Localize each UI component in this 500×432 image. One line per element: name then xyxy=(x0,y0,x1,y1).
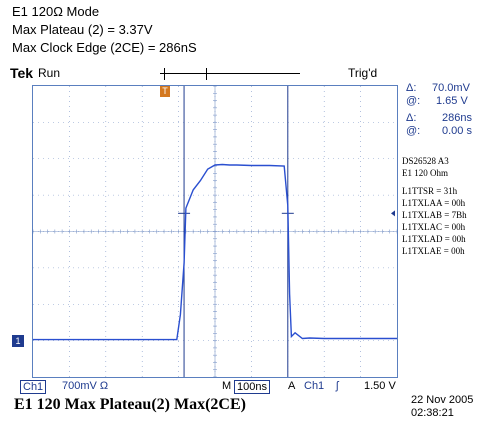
trigger-channel: Ch1 xyxy=(304,380,325,392)
capture-time: 02:38:21 xyxy=(411,407,454,419)
delta-t-label: Δ: xyxy=(406,112,417,124)
mode-label: E1 120 Ohm xyxy=(402,168,448,178)
brand-logo: Tek xyxy=(10,65,34,81)
channel1-ground-marker: 1 xyxy=(12,335,24,347)
trigger-level: 1.50 V xyxy=(364,380,396,392)
run-status: Run xyxy=(38,66,61,80)
timebase-value: 100ns xyxy=(234,380,270,394)
register-line: L1TXLAC = 00h xyxy=(402,222,466,232)
trigger-source-label: A xyxy=(288,380,296,392)
register-line: L1TXLAD = 00h xyxy=(402,234,466,244)
figure-caption: E1 120 Max Plateau(2) Max(2CE) xyxy=(14,396,246,413)
header-mode: E1 120Ω Mode xyxy=(12,4,100,19)
waveform-trace xyxy=(33,163,397,341)
at-t-value: 0.00 s xyxy=(442,125,472,137)
register-line: L1TTSR = 31h xyxy=(402,186,458,196)
part-label: DS26528 A3 xyxy=(402,156,449,166)
trigger-position-bar xyxy=(160,73,300,74)
waveform-plot xyxy=(32,85,398,378)
trigger-bracket-left xyxy=(164,68,165,80)
scope-status-bar: Tek Run Trig'd xyxy=(10,64,490,84)
trigger-slope-icon: ʃ xyxy=(336,380,339,392)
volts-per-div: 700mV Ω xyxy=(62,380,109,392)
scope-display xyxy=(32,85,398,378)
delta-t-value: 286ns xyxy=(442,112,472,124)
capture-date: 22 Nov 2005 xyxy=(411,394,474,406)
delta-v-value: 70.0mV xyxy=(432,82,470,94)
at-v-label: @: xyxy=(406,95,421,107)
at-t-label: @: xyxy=(406,125,421,137)
at-v-value: 1.65 V xyxy=(436,95,468,107)
capture-timestamp: 22 Nov 2005 02:38:21 xyxy=(411,394,473,420)
header-clock-edge: Max Clock Edge (2CE) = 286nS xyxy=(12,40,197,55)
trigger-bracket-right xyxy=(206,68,207,80)
trigger-position-marker: T xyxy=(160,85,170,97)
channel-indicator: Ch1 xyxy=(20,380,47,394)
trigger-status: Trig'd xyxy=(348,66,378,80)
register-line: L1TXLAA = 00h xyxy=(402,198,466,208)
scope-settings-bar: Ch1 700mV Ω M 100ns A Ch1 ʃ 1.50 V xyxy=(20,380,402,394)
header-plateau: Max Plateau (2) = 3.37V xyxy=(12,22,153,37)
register-line: L1TXLAE = 00h xyxy=(402,246,465,256)
register-line: L1TXLAB = 7Bh xyxy=(402,210,467,220)
timebase-label: M xyxy=(222,380,232,392)
trigger-level-arrow-icon xyxy=(391,210,395,217)
delta-v-label: Δ: xyxy=(406,82,417,94)
